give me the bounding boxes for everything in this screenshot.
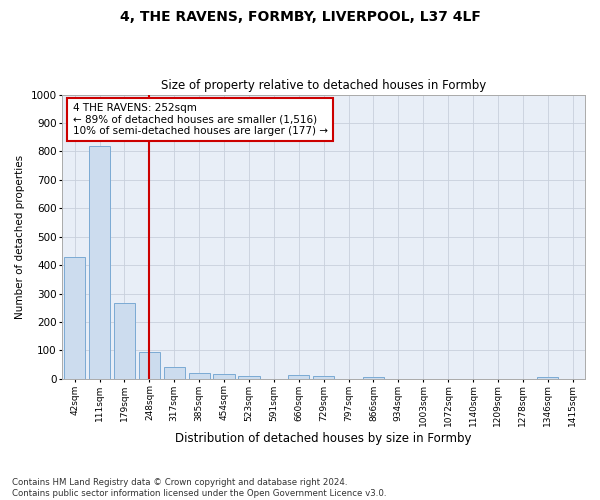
Bar xyxy=(313,376,334,379)
Title: Size of property relative to detached houses in Formby: Size of property relative to detached ho… xyxy=(161,79,486,92)
Bar xyxy=(363,378,384,379)
Bar xyxy=(164,366,185,379)
Bar xyxy=(89,146,110,379)
Bar xyxy=(537,377,558,379)
Text: 4 THE RAVENS: 252sqm
← 89% of detached houses are smaller (1,516)
10% of semi-de: 4 THE RAVENS: 252sqm ← 89% of detached h… xyxy=(73,103,328,136)
Y-axis label: Number of detached properties: Number of detached properties xyxy=(15,154,25,318)
Bar xyxy=(64,256,85,379)
Bar xyxy=(139,352,160,379)
Bar xyxy=(214,374,235,379)
Bar xyxy=(288,376,310,379)
Bar xyxy=(114,304,135,379)
Bar xyxy=(238,376,260,379)
Text: 4, THE RAVENS, FORMBY, LIVERPOOL, L37 4LF: 4, THE RAVENS, FORMBY, LIVERPOOL, L37 4L… xyxy=(119,10,481,24)
Bar xyxy=(188,373,210,379)
X-axis label: Distribution of detached houses by size in Formby: Distribution of detached houses by size … xyxy=(175,432,472,445)
Text: Contains HM Land Registry data © Crown copyright and database right 2024.
Contai: Contains HM Land Registry data © Crown c… xyxy=(12,478,386,498)
